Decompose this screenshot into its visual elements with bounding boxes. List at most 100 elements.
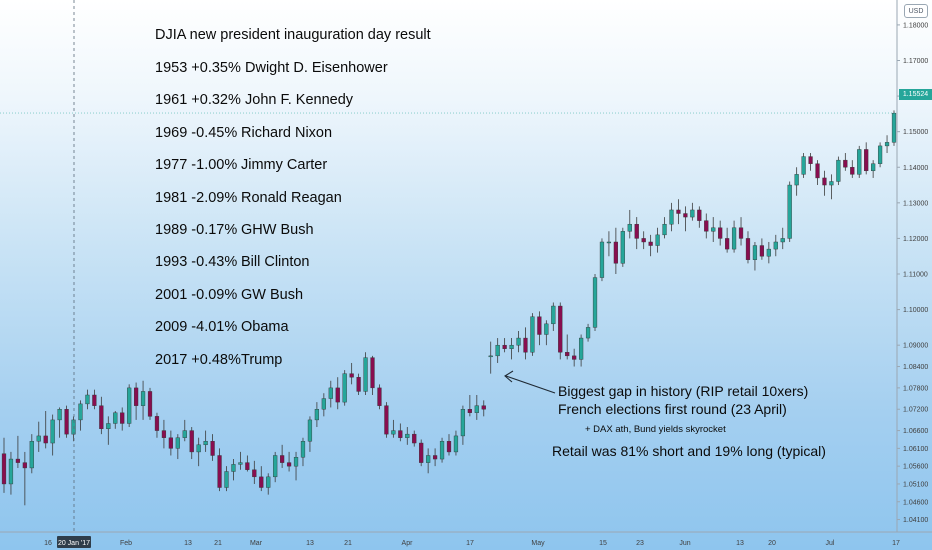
candle[interactable] xyxy=(140,380,146,420)
candle[interactable] xyxy=(857,145,862,178)
candle[interactable] xyxy=(349,362,354,385)
candle[interactable] xyxy=(377,384,382,410)
candle[interactable] xyxy=(523,327,528,360)
candle[interactable] xyxy=(822,170,827,196)
candle[interactable] xyxy=(871,160,876,178)
candle[interactable] xyxy=(836,156,841,186)
candle[interactable] xyxy=(697,206,702,228)
candle[interactable] xyxy=(92,389,97,410)
candle[interactable] xyxy=(273,451,278,483)
candle[interactable] xyxy=(794,167,799,196)
candle[interactable] xyxy=(801,153,806,178)
candle[interactable] xyxy=(238,451,243,470)
candle[interactable] xyxy=(731,220,737,253)
candle[interactable] xyxy=(453,430,459,456)
candle[interactable] xyxy=(599,238,605,282)
candle[interactable] xyxy=(266,473,271,495)
candle[interactable] xyxy=(314,402,320,428)
candle[interactable] xyxy=(725,227,730,253)
candle[interactable] xyxy=(565,334,570,360)
candle[interactable] xyxy=(280,444,285,468)
candle[interactable] xyxy=(676,199,681,225)
candle[interactable] xyxy=(168,430,173,456)
candle[interactable] xyxy=(182,419,187,442)
candle[interactable] xyxy=(405,427,410,445)
candle[interactable] xyxy=(71,416,76,442)
candle[interactable] xyxy=(154,412,160,438)
candle[interactable] xyxy=(426,448,431,474)
candle[interactable] xyxy=(592,274,598,331)
candle[interactable] xyxy=(530,313,535,356)
candle[interactable] xyxy=(57,407,62,438)
candle[interactable] xyxy=(335,377,340,410)
candle[interactable] xyxy=(766,241,771,264)
candle[interactable] xyxy=(544,320,549,346)
candle[interactable] xyxy=(85,389,90,410)
candle[interactable] xyxy=(495,338,500,363)
candle[interactable] xyxy=(439,437,445,463)
candle[interactable] xyxy=(558,302,563,360)
candle[interactable] xyxy=(690,202,695,221)
candle[interactable] xyxy=(627,209,632,239)
candle[interactable] xyxy=(655,227,660,253)
candle[interactable] xyxy=(175,434,180,460)
candle[interactable] xyxy=(745,231,751,264)
candle[interactable] xyxy=(356,373,361,395)
candle[interactable] xyxy=(391,419,396,438)
candle[interactable] xyxy=(773,234,778,257)
candle[interactable] xyxy=(613,227,618,275)
candle[interactable] xyxy=(738,217,744,246)
candle[interactable] xyxy=(551,302,556,331)
candle[interactable] xyxy=(648,234,653,257)
candle[interactable] xyxy=(307,416,313,452)
candle[interactable] xyxy=(516,330,521,353)
candle[interactable] xyxy=(286,451,292,472)
candle[interactable] xyxy=(711,217,716,242)
candle[interactable] xyxy=(891,110,897,146)
candle[interactable] xyxy=(815,160,820,186)
candle[interactable] xyxy=(342,370,347,406)
candle[interactable] xyxy=(113,411,118,429)
candle[interactable] xyxy=(321,393,326,417)
candle[interactable] xyxy=(15,435,21,468)
candle[interactable] xyxy=(759,238,765,260)
candle[interactable] xyxy=(36,421,41,452)
candle[interactable] xyxy=(252,460,257,484)
candle[interactable] xyxy=(850,160,855,178)
candle[interactable] xyxy=(537,311,542,346)
candle[interactable] xyxy=(259,466,264,492)
candle[interactable] xyxy=(189,427,194,460)
candle[interactable] xyxy=(370,355,375,395)
candle[interactable] xyxy=(419,439,424,467)
candle[interactable] xyxy=(578,334,584,367)
candle[interactable] xyxy=(217,448,222,492)
currency-badge[interactable]: USD xyxy=(904,4,928,18)
candle[interactable] xyxy=(704,213,709,239)
candle[interactable] xyxy=(446,434,452,456)
candle[interactable] xyxy=(245,455,250,472)
candle[interactable] xyxy=(572,348,577,367)
candle[interactable] xyxy=(203,430,208,452)
candle[interactable] xyxy=(64,405,69,438)
candle[interactable] xyxy=(398,423,403,442)
candle[interactable] xyxy=(787,181,792,242)
candle[interactable] xyxy=(884,135,890,154)
candle[interactable] xyxy=(752,241,758,271)
candle[interactable] xyxy=(502,338,507,353)
candle[interactable] xyxy=(481,400,486,417)
candle[interactable] xyxy=(585,323,591,342)
candle[interactable] xyxy=(620,227,625,267)
candle[interactable] xyxy=(634,217,639,250)
candle[interactable] xyxy=(474,394,479,420)
candle[interactable] xyxy=(29,434,34,474)
candle[interactable] xyxy=(8,451,14,495)
candle[interactable] xyxy=(147,387,153,420)
candle[interactable] xyxy=(127,384,132,428)
candle[interactable] xyxy=(683,206,688,232)
candle[interactable] xyxy=(133,382,139,420)
candle[interactable] xyxy=(808,153,813,171)
candle[interactable] xyxy=(161,419,167,449)
candle[interactable] xyxy=(412,430,417,447)
